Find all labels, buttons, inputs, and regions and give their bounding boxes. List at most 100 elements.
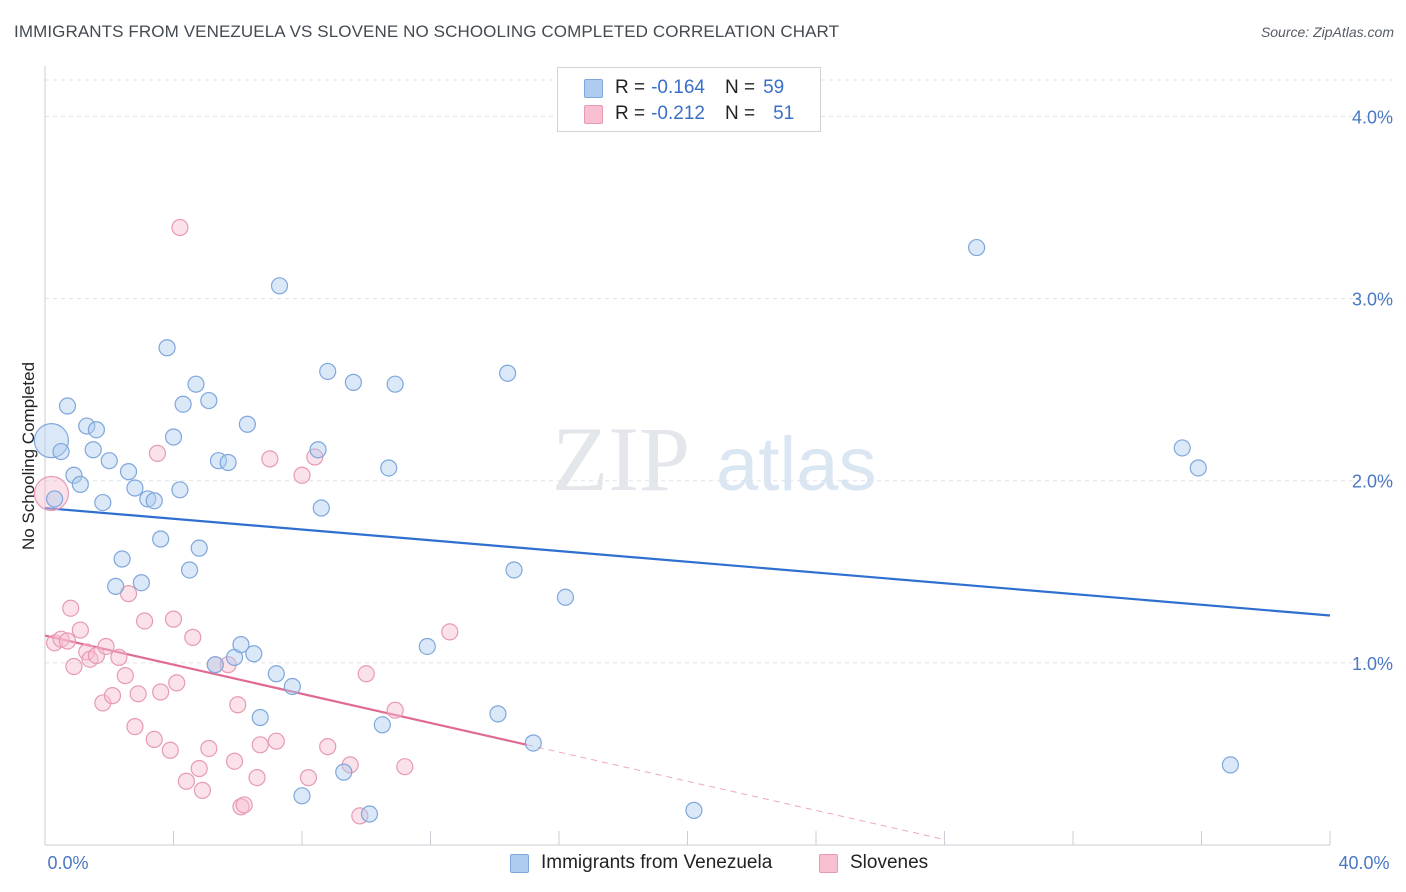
slovene-point xyxy=(396,758,414,776)
slovene-point xyxy=(193,781,212,799)
venezuela-point xyxy=(238,415,256,433)
venezuela-point xyxy=(524,734,542,752)
venezuela-point xyxy=(319,362,337,381)
venezuela-point xyxy=(152,530,170,548)
slovene-point xyxy=(386,701,404,719)
venezuela-point xyxy=(113,550,131,568)
slovene-point xyxy=(110,648,128,666)
slovene-point xyxy=(103,687,122,705)
slovene-point xyxy=(58,632,77,650)
slovene-point xyxy=(168,674,186,692)
bottom-legend-swatch-pink xyxy=(819,853,838,873)
y-tick-label: 4.0% xyxy=(1352,107,1393,127)
venezuela-point xyxy=(164,428,183,446)
venezuela-point xyxy=(107,577,125,595)
venezuela-point xyxy=(968,238,986,257)
venezuela-point xyxy=(52,442,70,461)
bottom-legend-venezuela: Immigrants from Venezuela xyxy=(510,852,772,874)
y-tick-label: 2.0% xyxy=(1352,472,1393,492)
venezuela-point xyxy=(1173,439,1191,457)
venezuela-point xyxy=(685,801,703,819)
venezuela-point xyxy=(126,479,144,497)
slovene-point xyxy=(357,665,375,683)
x-tick-label: 40.0% xyxy=(1338,853,1389,873)
venezuela-point xyxy=(78,417,96,435)
venezuela-point xyxy=(119,463,138,481)
slovene-point xyxy=(248,769,266,787)
watermark-atlas: atlas xyxy=(716,422,877,507)
slovene-point xyxy=(319,738,337,756)
venezuela-point xyxy=(187,375,205,393)
slovene-point xyxy=(126,718,144,736)
grid-lines xyxy=(45,79,1392,664)
slovene-point xyxy=(62,599,80,617)
venezuela-point xyxy=(309,441,327,459)
venezuela-point xyxy=(283,677,301,696)
venezuela-point xyxy=(386,375,404,393)
slovene-point xyxy=(251,736,269,754)
legend-n-label: N = xyxy=(724,103,756,124)
venezuela-point xyxy=(58,397,77,415)
venezuela-point xyxy=(132,574,150,592)
venezuela-point xyxy=(158,339,176,357)
venezuela-point xyxy=(84,441,102,459)
legend-swatch-blue xyxy=(584,78,603,98)
slovene-point xyxy=(148,444,167,462)
slovene-point xyxy=(261,450,279,468)
slovene-point xyxy=(97,637,115,656)
venezuela-point xyxy=(293,787,311,805)
slovene-point xyxy=(65,657,83,676)
venezuela-point xyxy=(418,637,436,656)
slovene-point xyxy=(145,730,163,748)
y-tick-label: 3.0% xyxy=(1352,290,1393,310)
slovene-point xyxy=(225,752,244,770)
legend-r-value: -0.212 xyxy=(651,103,705,124)
venezuela-point xyxy=(232,636,250,654)
venezuela-point xyxy=(87,421,106,439)
bottom-legend-label: Slovenes xyxy=(850,852,929,873)
venezuela-point xyxy=(373,716,391,734)
venezuela-point xyxy=(267,665,285,683)
slovene-point xyxy=(135,612,154,630)
venezuela-point xyxy=(219,453,237,472)
slovene-trend-line xyxy=(44,634,528,746)
slovene-point xyxy=(184,628,202,646)
slovene-point xyxy=(129,685,147,703)
slovene-point xyxy=(52,630,70,648)
venezuela-point xyxy=(344,373,362,391)
y-axis-label: No Schooling Completed xyxy=(19,362,38,550)
venezuela-point xyxy=(174,395,192,413)
venezuela-point xyxy=(270,277,289,295)
venezuela-point xyxy=(71,475,89,493)
venezuela-point xyxy=(46,490,64,508)
slovene-point xyxy=(229,696,247,714)
venezuela-point xyxy=(499,364,517,382)
venezuela-point xyxy=(33,423,70,459)
venezuela-point xyxy=(171,481,189,499)
venezuela-point xyxy=(65,466,83,484)
slovene-point xyxy=(171,218,189,237)
venezuela-point xyxy=(200,391,218,410)
legend-n-label: N = xyxy=(724,77,756,98)
slovene-point xyxy=(164,610,183,628)
trend-lines xyxy=(44,506,1331,841)
slovene-point xyxy=(119,585,138,603)
venezuela-point xyxy=(380,459,398,477)
legend-r-label: R = xyxy=(615,103,646,124)
x-tick-label: 0.0% xyxy=(47,853,88,873)
slovene-point xyxy=(190,759,208,778)
x-tick-labels: 0.0% 40.0% xyxy=(47,853,1389,873)
venezuela-point xyxy=(360,805,379,823)
venezuela-trend-line xyxy=(44,506,1331,617)
slovene-point xyxy=(235,796,253,814)
slovene-point xyxy=(267,732,285,750)
slovene-point xyxy=(71,621,89,639)
venezuela-point xyxy=(505,561,523,579)
legend-n-value: 51 xyxy=(773,103,795,124)
venezuela-point xyxy=(94,493,112,512)
slovene-point xyxy=(161,741,179,759)
slovene-point xyxy=(200,739,218,758)
slovene-point xyxy=(177,772,195,790)
legend-n-value: 59 xyxy=(763,77,785,98)
